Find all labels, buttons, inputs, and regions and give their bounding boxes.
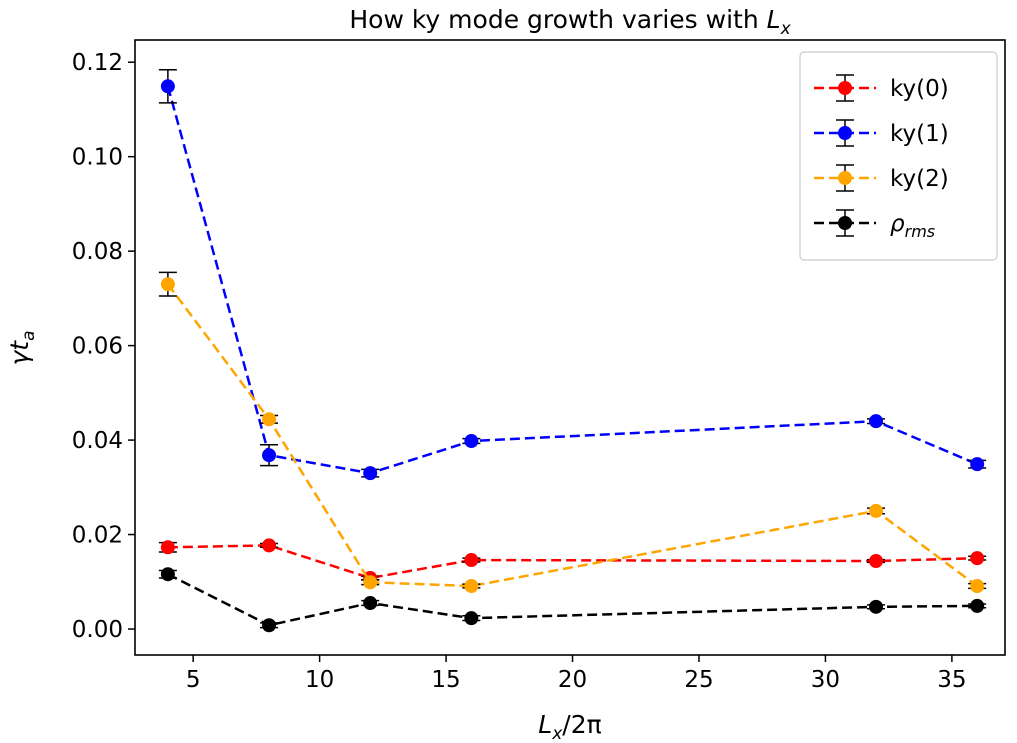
data-point (869, 599, 884, 614)
x-tick-label: 30 (811, 667, 840, 693)
y-tick-label: 0.02 (72, 523, 123, 549)
data-point (262, 538, 277, 553)
legend-marker (838, 81, 852, 95)
y-tick-label: 0.00 (72, 617, 123, 643)
data-point (464, 434, 479, 449)
y-tick-label: 0.04 (72, 428, 123, 454)
axis-ticks: 5 10 15 20 25 30 35 0.00 0.02 0.04 0.06 0.08 0.10 0.1… (72, 50, 967, 693)
legend-label: ky(2) (890, 166, 949, 192)
x-tick-label: 35 (937, 667, 966, 693)
data-point (970, 579, 985, 594)
legend-entry: ky(0) (814, 74, 949, 102)
legend-entry: ky(2) (814, 164, 949, 192)
data-point (869, 554, 884, 569)
x-tick-label: 25 (684, 667, 713, 693)
data-point (363, 575, 378, 590)
data-point (970, 457, 985, 472)
x-tick-label: 20 (558, 667, 587, 693)
data-point (970, 598, 985, 613)
legend-label: ky(0) (890, 76, 949, 102)
legend-box (799, 51, 998, 261)
data-point (363, 466, 378, 481)
data-point (160, 540, 175, 555)
data-point (869, 503, 884, 518)
x-tick-label: 10 (305, 667, 334, 693)
y-tick-label: 0.12 (72, 50, 123, 76)
y-axis-label: γta (5, 330, 39, 365)
data-point (464, 579, 479, 594)
chart-title: How ky mode growth varies with Lx (349, 5, 791, 39)
legend-marker (838, 126, 852, 140)
legend-entry: ky(1) (814, 119, 949, 147)
series-ky1 (158, 69, 987, 481)
data-series (158, 69, 987, 633)
legend-entry: ρrms (814, 209, 935, 241)
data-point (262, 448, 277, 463)
series-ky2 (158, 271, 987, 594)
series-line (167, 544, 978, 580)
data-point (970, 551, 985, 566)
series-line (166, 85, 978, 475)
legend-label: ρrms (890, 211, 935, 241)
data-point (262, 412, 277, 427)
series-rms (158, 567, 987, 633)
data-point (262, 618, 277, 633)
plot-frame (134, 39, 1006, 656)
y-tick-label: 0.08 (72, 239, 123, 265)
y-tick-label: 0.10 (72, 145, 123, 171)
data-point (869, 414, 884, 429)
data-point (160, 79, 175, 94)
data-point (464, 553, 479, 568)
data-point (160, 567, 175, 582)
x-tick-label: 15 (431, 667, 460, 693)
x-axis-label: Lx/2π (538, 710, 601, 743)
legend-label: ky(1) (890, 121, 949, 147)
data-point (464, 611, 479, 626)
series-line (167, 573, 978, 627)
series-line (166, 283, 978, 588)
legend: ky(0) ky(1) ky(2) ρrms (799, 51, 998, 261)
legend-marker (838, 216, 852, 230)
x-tick-label: 5 (186, 667, 201, 693)
legend-marker (838, 171, 852, 185)
data-point (363, 596, 378, 611)
data-point (160, 277, 175, 292)
series-ky0 (158, 538, 987, 586)
y-tick-label: 0.06 (72, 334, 123, 360)
